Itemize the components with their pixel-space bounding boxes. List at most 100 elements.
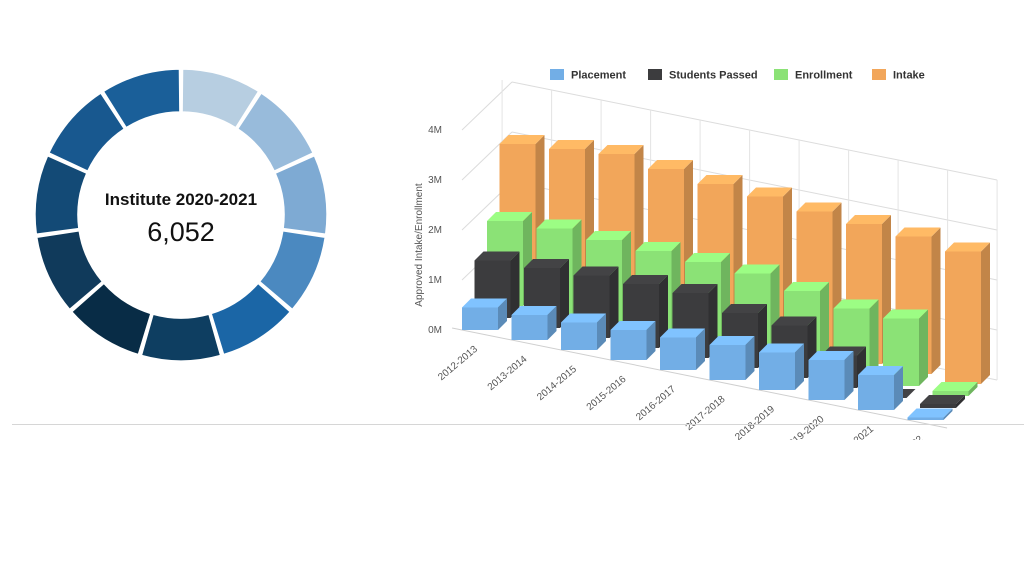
gridline-side xyxy=(461,81,513,131)
bar-top xyxy=(771,316,817,326)
y-axis: 0M 1M 2M 3M 4M xyxy=(428,125,442,336)
bar-front xyxy=(759,352,795,390)
donut-chart: Institute 2020-2021 6,052 xyxy=(26,60,336,370)
bar-top xyxy=(895,227,941,237)
bar-side xyxy=(510,251,520,318)
legend-label: Placement xyxy=(571,70,626,82)
legend-item-intake[interactable]: Intake xyxy=(872,69,925,82)
bar-front xyxy=(932,391,969,396)
bar-top xyxy=(598,145,644,154)
donut-slice-11[interactable] xyxy=(102,68,181,129)
bar-front xyxy=(610,330,647,360)
x-tick-label: 2016-2017 xyxy=(634,384,678,423)
legend-item-enrollment[interactable]: Enrollment xyxy=(774,69,853,82)
bar-placement-2014-2015[interactable] xyxy=(561,313,606,351)
bar-front xyxy=(511,315,548,340)
bar-top xyxy=(920,395,965,404)
bar-front xyxy=(660,337,696,370)
bar-side xyxy=(981,242,990,384)
donut-svg xyxy=(34,68,328,362)
bar-enrollment-2021-2022[interactable] xyxy=(932,382,978,396)
x-tick-label: 2013-2014 xyxy=(486,354,530,393)
bar-side xyxy=(844,351,854,400)
y-tick-label: 3M xyxy=(428,175,442,186)
bar-side xyxy=(547,306,557,340)
bar-placement-2018-2019[interactable] xyxy=(759,343,804,391)
bar-top xyxy=(648,160,693,169)
bar-side xyxy=(919,309,928,386)
bar-top xyxy=(536,219,582,229)
bar-top xyxy=(833,299,879,309)
bar-side xyxy=(894,366,903,410)
bar-top xyxy=(610,321,656,330)
y-tick-label: 1M xyxy=(428,275,442,286)
bar-top xyxy=(907,408,953,418)
legend-label: Intake xyxy=(893,70,925,82)
bar-top xyxy=(462,298,507,308)
bar-side xyxy=(869,299,879,376)
bar-side xyxy=(597,313,606,350)
bar-placement-2013-2014[interactable] xyxy=(511,306,557,340)
bar-chart-3d: 0M 1M 2M 3M 4M Approved Intake/Enrollment 2012… xyxy=(414,69,998,440)
bar-placement-2017-2018[interactable] xyxy=(709,336,755,380)
x-tick-label: 2020-2021 xyxy=(832,424,876,440)
bar-placement-2021-2022[interactable] xyxy=(907,408,953,421)
bar-side xyxy=(498,298,507,330)
bar-top xyxy=(846,215,891,224)
bar-top xyxy=(635,242,681,251)
bar-front xyxy=(808,360,845,400)
donut-slice-3[interactable] xyxy=(274,154,328,236)
bar-top xyxy=(945,242,990,252)
bar-placement-2012-2013[interactable] xyxy=(462,298,507,331)
donut-slice-2[interactable] xyxy=(236,91,315,173)
y-tick-label: 2M xyxy=(428,225,442,236)
divider xyxy=(12,424,1024,425)
y-tick-label: 0M xyxy=(428,325,442,336)
legend-swatch xyxy=(648,69,662,80)
bar-top xyxy=(524,259,569,268)
bar-placement-2020-2021[interactable] xyxy=(858,366,903,410)
bar-front xyxy=(907,417,944,420)
bar-intake-2021-2022[interactable] xyxy=(945,242,990,385)
bar-placement-2015-2016[interactable] xyxy=(610,321,656,360)
bar-top xyxy=(474,251,520,261)
bar-side xyxy=(646,321,656,360)
x-tick-label: 2017-2018 xyxy=(684,394,728,433)
bar-students-passed-2021-2022[interactable] xyxy=(920,395,965,408)
legend-label: Students Passed xyxy=(669,70,758,82)
bar-side xyxy=(968,382,978,396)
donut-slice-4[interactable] xyxy=(258,229,327,311)
legend: Placement Students Passed Enrollment Intake xyxy=(550,69,925,82)
bar-placement-2019-2020[interactable] xyxy=(808,351,854,400)
donut-slice-7[interactable] xyxy=(70,282,152,356)
x-tick-label: 2018-2019 xyxy=(733,404,777,440)
donut-slice-5[interactable] xyxy=(210,282,292,356)
bar-top xyxy=(549,140,594,149)
donut-slice-10[interactable] xyxy=(47,91,126,173)
donut-slice-1[interactable] xyxy=(181,68,260,129)
donut-slice-8[interactable] xyxy=(35,229,104,311)
bar-front xyxy=(462,307,498,330)
bar-top xyxy=(722,304,767,313)
bar-side xyxy=(956,395,965,408)
donut-slice-9[interactable] xyxy=(34,154,88,236)
bar-top xyxy=(808,351,854,360)
y-tick-label: 4M xyxy=(428,125,442,136)
bar-front xyxy=(858,375,894,410)
legend-label: Enrollment xyxy=(795,70,853,82)
bar-side xyxy=(820,282,829,366)
bar-placement-2016-2017[interactable] xyxy=(660,328,705,371)
legend-item-students-passed[interactable]: Students Passed xyxy=(648,69,758,82)
bar-top xyxy=(685,253,730,262)
bar-side xyxy=(795,343,804,390)
bar-front xyxy=(709,345,746,380)
x-tick-label: 2021-2022 xyxy=(882,434,926,440)
bar-side xyxy=(696,328,705,370)
bar-top xyxy=(511,306,557,315)
x-tick-label: 2015-2016 xyxy=(585,374,629,413)
donut-center-title: Institute 2020-2021 xyxy=(104,190,258,209)
bar-side xyxy=(745,336,755,380)
donut-slice-6[interactable] xyxy=(140,313,222,362)
legend-item-placement[interactable]: Placement xyxy=(550,69,626,82)
bar-top xyxy=(561,313,606,323)
